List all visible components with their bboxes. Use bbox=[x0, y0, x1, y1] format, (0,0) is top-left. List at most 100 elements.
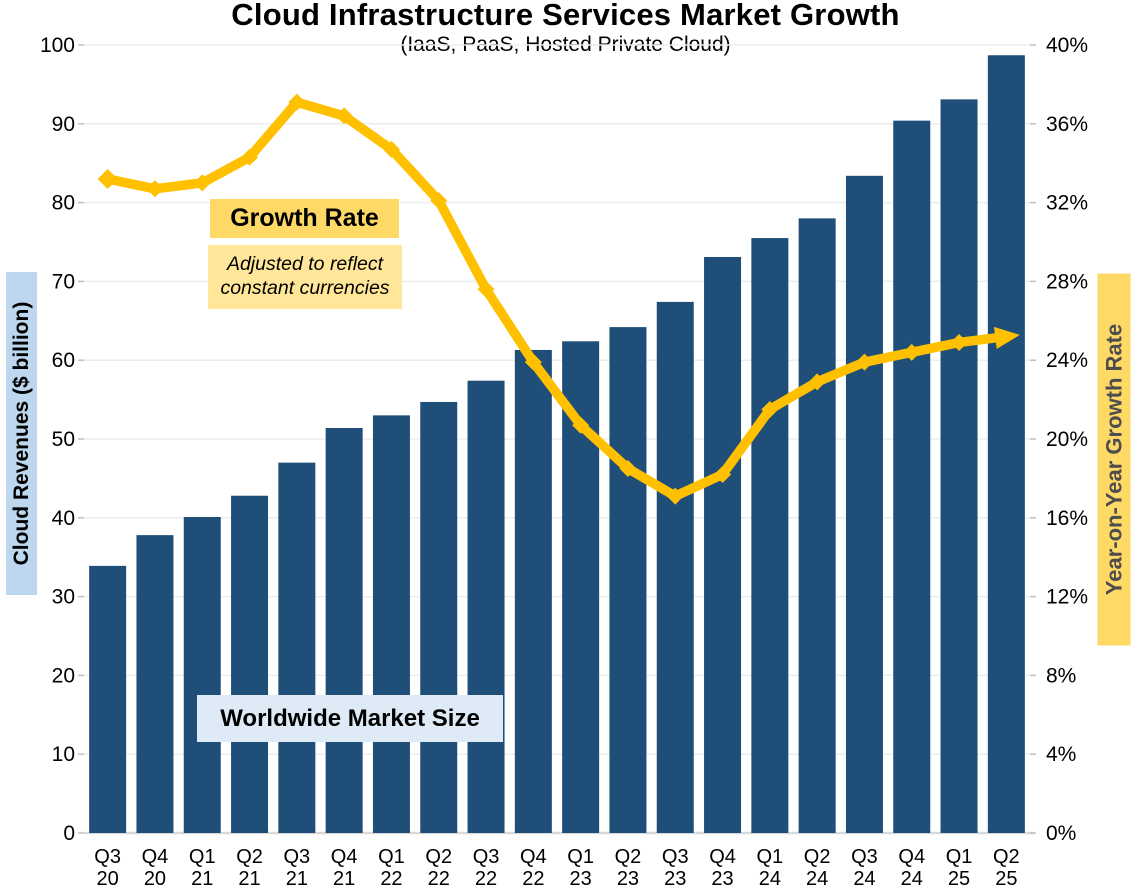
right-axis-tick-label: 20% bbox=[1046, 428, 1088, 451]
x-axis-tick-label: Q1 bbox=[189, 846, 216, 868]
line-marker bbox=[761, 400, 779, 418]
bar bbox=[183, 517, 221, 833]
x-axis-tick-label: Q1 bbox=[946, 846, 973, 868]
growth-rate-label: Growth Rate bbox=[210, 199, 399, 238]
bar bbox=[231, 495, 269, 833]
right-axis-tick-label: 12% bbox=[1046, 586, 1088, 609]
bar bbox=[372, 415, 410, 833]
bar bbox=[325, 427, 363, 833]
bar bbox=[609, 327, 647, 833]
x-axis-tick-label: 23 bbox=[664, 868, 686, 889]
x-axis-tick-label: 21 bbox=[191, 868, 213, 889]
bar bbox=[420, 401, 458, 833]
x-axis-tick-label: Q2 bbox=[993, 846, 1020, 868]
left-axis-tick-label: 80 bbox=[52, 192, 75, 215]
left-axis-tick-label: 60 bbox=[52, 349, 75, 372]
left-axis-tick-label: 50 bbox=[52, 428, 75, 451]
right-axis-tick-label: 32% bbox=[1046, 192, 1088, 215]
x-axis-tick-label: Q3 bbox=[473, 846, 500, 868]
x-axis-tick-label: 23 bbox=[570, 868, 592, 889]
x-axis-tick-label: Q3 bbox=[851, 846, 878, 868]
x-axis-tick-label: Q4 bbox=[331, 846, 358, 868]
left-axis-title: Cloud Revenues ($ billion) bbox=[6, 272, 37, 595]
bar bbox=[845, 175, 883, 834]
bar bbox=[89, 565, 127, 833]
growth-rate-note: Adjusted to reflect constant currencies bbox=[208, 245, 402, 309]
bar bbox=[940, 99, 978, 833]
bar bbox=[467, 380, 505, 833]
left-axis-tick-label: 10 bbox=[52, 743, 75, 766]
left-axis-tick-label: 30 bbox=[52, 586, 75, 609]
x-axis-tick-label: Q2 bbox=[804, 846, 831, 868]
x-axis-tick-label: 23 bbox=[617, 868, 639, 889]
x-axis-tick-label: 25 bbox=[995, 868, 1017, 889]
bar bbox=[278, 462, 316, 833]
bar bbox=[893, 120, 931, 833]
x-axis-tick-label: Q3 bbox=[284, 846, 311, 868]
x-axis-tick-label: Q2 bbox=[425, 846, 452, 868]
x-axis-tick-label: 22 bbox=[522, 868, 544, 889]
bar bbox=[656, 301, 694, 833]
x-axis-tick-label: Q4 bbox=[898, 846, 925, 868]
growth-line bbox=[102, 97, 1020, 501]
line-marker bbox=[335, 107, 353, 125]
left-axis-tick-label: 70 bbox=[52, 270, 75, 293]
x-axis-tick-label: 21 bbox=[286, 868, 308, 889]
line-marker bbox=[430, 192, 448, 210]
x-axis-tick-label: 20 bbox=[144, 868, 166, 889]
line-marker bbox=[855, 353, 873, 371]
x-axis-tick-label: 22 bbox=[475, 868, 497, 889]
bar bbox=[798, 218, 836, 834]
x-axis-tick-label: 22 bbox=[380, 868, 402, 889]
line-marker bbox=[714, 465, 732, 483]
right-axis-tick-label: 4% bbox=[1046, 743, 1076, 766]
line-marker bbox=[524, 353, 542, 371]
x-axis-tick-label: Q4 bbox=[709, 846, 736, 868]
right-axis-tick-label: 0% bbox=[1046, 822, 1076, 845]
x-axis-tick-label: 25 bbox=[948, 868, 970, 889]
bar bbox=[136, 535, 174, 833]
line-marker bbox=[193, 174, 211, 192]
x-axis-tick-label: 24 bbox=[853, 868, 875, 889]
left-axis-tick-label: 0 bbox=[63, 822, 75, 845]
bar bbox=[751, 238, 789, 833]
right-axis-tick-label: 8% bbox=[1046, 664, 1076, 687]
line-marker bbox=[808, 373, 826, 391]
right-axis-tick-label: 16% bbox=[1046, 507, 1088, 530]
x-axis-tick-label: Q3 bbox=[94, 846, 121, 868]
left-axis-tick-label: 20 bbox=[52, 664, 75, 687]
line-marker bbox=[382, 140, 400, 158]
left-axis-tick-label: 90 bbox=[52, 113, 75, 136]
bar bbox=[987, 55, 1025, 833]
line-marker bbox=[288, 93, 306, 111]
x-axis-tick-label: Q1 bbox=[378, 846, 405, 868]
x-axis-tick-label: 23 bbox=[711, 868, 733, 889]
bar bbox=[704, 256, 742, 833]
x-axis-tick-label: 21 bbox=[333, 868, 355, 889]
x-axis-tick-label: Q1 bbox=[757, 846, 784, 868]
line-marker bbox=[477, 280, 495, 298]
line-marker bbox=[950, 333, 968, 351]
right-axis-tick-label: 36% bbox=[1046, 113, 1088, 136]
x-axis-tick-label: Q4 bbox=[520, 846, 547, 868]
x-axis-tick-label: 20 bbox=[97, 868, 119, 889]
left-axis-tick-label: 100 bbox=[40, 34, 75, 57]
right-axis-tick-label: 28% bbox=[1046, 270, 1088, 293]
x-axis-tick-label: 24 bbox=[901, 868, 923, 889]
chart-title: Cloud Infrastructure Services Market Gro… bbox=[231, 0, 900, 32]
x-axis-tick-label: Q4 bbox=[142, 846, 169, 868]
x-axis-tick-label: Q1 bbox=[567, 846, 594, 868]
x-axis-tick-label: 24 bbox=[759, 868, 781, 889]
x-axis-tick-label: Q3 bbox=[662, 846, 689, 868]
line-marker bbox=[241, 148, 259, 166]
line-marker bbox=[619, 460, 637, 478]
right-axis-title: Year-on-Year Growth Rate bbox=[1097, 273, 1131, 646]
line-marker bbox=[572, 416, 590, 434]
market-size-label: Worldwide Market Size bbox=[197, 695, 503, 742]
bar bbox=[514, 349, 552, 833]
line-marker bbox=[903, 343, 921, 361]
line-marker bbox=[146, 180, 164, 198]
x-axis-tick-label: Q2 bbox=[615, 846, 642, 868]
right-axis-tick-label: 40% bbox=[1046, 34, 1088, 57]
